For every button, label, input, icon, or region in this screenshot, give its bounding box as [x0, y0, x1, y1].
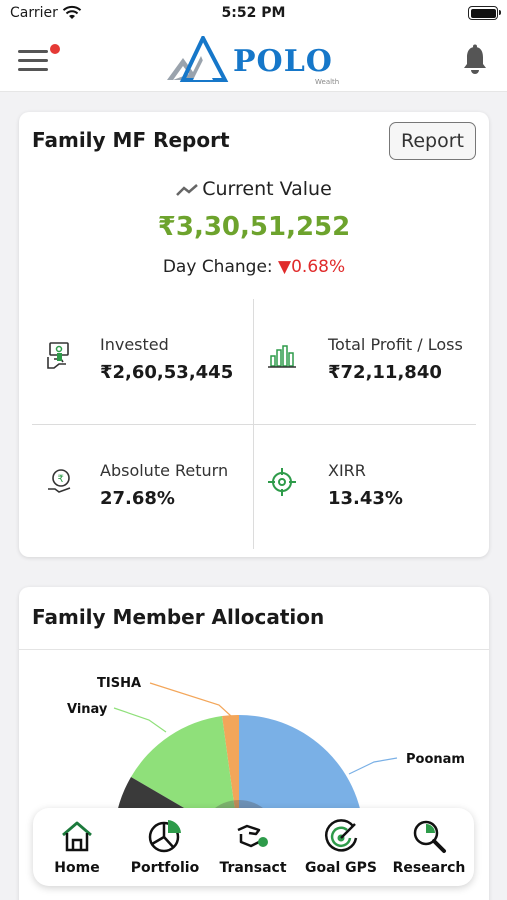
- portfolio-pie-icon: [148, 820, 181, 853]
- goal-target-icon: [325, 819, 358, 852]
- tab-transact[interactable]: Transact: [209, 808, 297, 886]
- transact-hand-icon: [237, 824, 268, 848]
- bar-chart-icon: [268, 345, 296, 368]
- bell-icon[interactable]: [461, 44, 489, 76]
- tab-portfolio-label: Portfolio: [130, 860, 200, 876]
- absolute-return-label: Absolute Return: [100, 461, 229, 480]
- brand-subtitle: Wealth: [315, 78, 340, 86]
- hamburger-menu-button[interactable]: [16, 44, 60, 74]
- bottom-tab-bar: Home Portfolio Transact Goal GPS: [33, 808, 474, 886]
- carrier-label: Carrier: [10, 5, 58, 21]
- tab-transact-label: Transact: [219, 860, 287, 876]
- brand-name: POLO: [233, 44, 333, 79]
- pie-label-poonam: Poonam: [406, 752, 465, 767]
- rupee-coin-hand-icon: ₹: [48, 469, 71, 493]
- tab-goal-gps[interactable]: Goal GPS: [297, 808, 385, 886]
- stats-horizontal-divider: [32, 424, 476, 425]
- tab-portfolio[interactable]: Portfolio: [121, 808, 209, 886]
- tab-research-label: Research: [392, 860, 466, 876]
- absolute-return-value: 27.68%: [100, 488, 175, 509]
- title-separator: [19, 649, 489, 650]
- pie-label-vinay: Vinay: [67, 702, 108, 717]
- status-bar: Carrier 5:52 PM: [0, 0, 507, 28]
- total-profit-loss-value: ₹72,11,840: [328, 362, 442, 383]
- pie-label-tisha: TISHA: [97, 676, 142, 691]
- report-button[interactable]: Report: [389, 122, 476, 160]
- day-change-label: Day Change:: [162, 257, 273, 277]
- day-change-row: Day Change: ▼0.68%: [19, 257, 489, 277]
- current-value-label: Current Value: [202, 178, 332, 200]
- notification-dot-icon: [50, 44, 60, 54]
- tab-home-label: Home: [54, 860, 100, 876]
- absolute-return-stat: ₹ Absolute Return 27.68%: [45, 461, 245, 511]
- card-title: Family Member Allocation: [32, 605, 325, 629]
- target-crosshair-icon: [268, 468, 296, 496]
- xirr-stat: XIRR 13.43%: [267, 461, 467, 511]
- invested-money-hand-icon: [47, 342, 69, 369]
- research-magnifier-icon: [413, 820, 446, 853]
- total-profit-loss-stat: Total Profit / Loss ₹72,11,840: [267, 335, 477, 385]
- invested-stat: Invested ₹2,60,53,445: [45, 335, 245, 385]
- xirr-label: XIRR: [328, 461, 366, 480]
- battery-icon: [468, 6, 501, 20]
- app-header: POLO Wealth: [0, 28, 507, 92]
- family-mf-report-card: Family MF Report Report Current Value ₹3…: [19, 112, 489, 557]
- tab-research[interactable]: Research: [385, 808, 473, 886]
- xirr-value: 13.43%: [328, 488, 403, 509]
- tab-goal-gps-label: Goal GPS: [304, 860, 378, 876]
- card-title: Family MF Report: [32, 128, 230, 152]
- tab-home[interactable]: Home: [33, 808, 121, 886]
- polo-wealth-logo: POLO Wealth: [163, 34, 348, 88]
- day-change-value: ▼0.68%: [278, 257, 346, 277]
- invested-value: ₹2,60,53,445: [100, 362, 234, 383]
- mountain-logo-icon: [167, 36, 229, 82]
- trend-line-icon: [176, 183, 199, 196]
- invested-label: Invested: [100, 335, 169, 354]
- wifi-icon: [62, 5, 82, 19]
- total-profit-loss-label: Total Profit / Loss: [328, 335, 463, 354]
- svg-text:₹: ₹: [58, 474, 64, 485]
- current-value-amount: ₹3,30,51,252: [157, 212, 351, 242]
- home-icon: [62, 821, 92, 852]
- clock-time: 5:52 PM: [221, 5, 286, 21]
- current-value-heading: Current Value: [19, 178, 489, 200]
